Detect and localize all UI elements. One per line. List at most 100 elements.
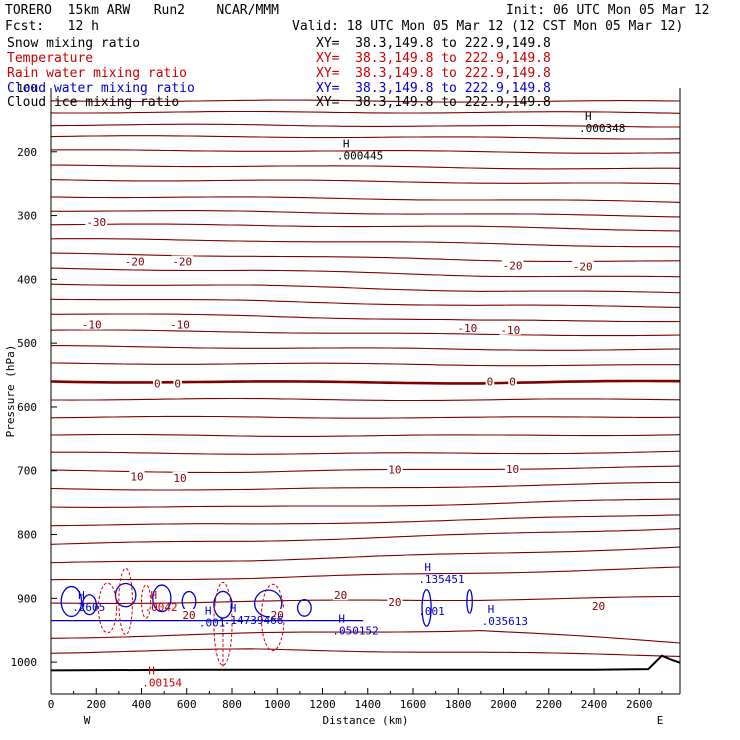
temperature-contour bbox=[50, 238, 681, 248]
temperature-contour bbox=[50, 210, 681, 218]
field-xy-temperature: XY= 38.3,149.8 to 222.9,149.8 bbox=[316, 51, 551, 66]
x-tick-label: 1400 bbox=[355, 698, 382, 711]
temperature-contour bbox=[50, 110, 681, 114]
temperature-contour bbox=[50, 630, 681, 644]
maximum-marker: H bbox=[230, 602, 237, 615]
maximum-value: .00154 bbox=[142, 676, 182, 689]
temperature-contour bbox=[50, 223, 681, 232]
x-tick-label: 1800 bbox=[445, 698, 472, 711]
contour-label-bg bbox=[123, 255, 146, 267]
init-time: Init: 06 UTC Mon 05 Mar 12 bbox=[506, 3, 710, 18]
contour-label-bg bbox=[80, 318, 103, 330]
temperature-contour bbox=[50, 433, 681, 437]
contour-label-bg bbox=[590, 599, 607, 611]
y-tick-label: 100 bbox=[17, 82, 37, 95]
temperature-label: 20 bbox=[388, 596, 401, 609]
temperature-contour bbox=[50, 415, 680, 419]
temperature-label: 0 bbox=[154, 377, 161, 390]
y-tick-label: 600 bbox=[17, 401, 37, 414]
maximum-value: .050152 bbox=[332, 625, 378, 638]
x-tick-label: 1200 bbox=[309, 698, 336, 711]
temperature-label: -20 bbox=[172, 256, 192, 269]
contour-label-bg bbox=[169, 318, 191, 330]
maximum-value: .000348 bbox=[579, 122, 625, 135]
contour-label-bg bbox=[387, 463, 403, 475]
temperature-label: -10 bbox=[500, 324, 520, 337]
rain-water-contour bbox=[213, 581, 233, 666]
y-axis-title: Pressure (hPa) bbox=[4, 345, 17, 438]
maximum-marker: H bbox=[488, 603, 495, 616]
cloud-water-contour bbox=[60, 585, 83, 618]
temperature-label: 10 bbox=[506, 463, 519, 476]
cloud-water-contour bbox=[421, 588, 432, 627]
maximum-value: .2605 bbox=[72, 601, 105, 614]
maximum-marker: H bbox=[338, 613, 345, 626]
contour-label-bg bbox=[153, 377, 162, 389]
contour-label-bg bbox=[485, 375, 495, 387]
cloud-water-contour bbox=[114, 582, 137, 608]
cloud-water-contour bbox=[213, 590, 233, 619]
contour-label-bg bbox=[129, 470, 145, 482]
temperature-contour bbox=[51, 345, 681, 351]
temperature-label: 20 bbox=[271, 609, 284, 622]
temperature-label: -20 bbox=[573, 261, 593, 274]
x-tick-label: 800 bbox=[222, 698, 242, 711]
temperature-label: 10 bbox=[173, 472, 186, 485]
field-xy-snow: XY= 38.3,149.8 to 222.9,149.8 bbox=[316, 36, 551, 51]
temperature-label: -10 bbox=[457, 322, 477, 335]
temperature-contour bbox=[50, 283, 681, 294]
y-tick-label: 300 bbox=[17, 210, 37, 223]
east-endpoint-label: E bbox=[657, 714, 664, 727]
temperature-contour bbox=[51, 164, 681, 170]
x-tick-label: 1600 bbox=[400, 698, 427, 711]
cloud-water-contour bbox=[296, 598, 312, 617]
contour-label-bg bbox=[456, 321, 479, 333]
terrain-line bbox=[50, 654, 681, 672]
field-name-cloud-water: Cloud water mixing ratio bbox=[7, 81, 195, 96]
x-tick-label: 2200 bbox=[536, 698, 563, 711]
x-tick-label: 600 bbox=[177, 698, 197, 711]
valid-time: Valid: 18 UTC Mon 05 Mar 12 (12 CST Mon … bbox=[292, 19, 684, 34]
y-tick-label: 800 bbox=[17, 529, 37, 542]
field-name-temperature: Temperature bbox=[7, 51, 94, 66]
maximum-value: .14739466 bbox=[224, 614, 284, 627]
temperature-contour bbox=[50, 99, 681, 103]
contour-label-bg bbox=[501, 259, 524, 271]
temperature-contour bbox=[50, 123, 680, 128]
contour-label-bg bbox=[172, 471, 188, 483]
field-xy-cloud-ice: XY= 38.3,149.8 to 222.9,149.8 bbox=[316, 95, 551, 110]
x-tick-label: 2600 bbox=[626, 698, 653, 711]
rain-water-contour bbox=[141, 584, 152, 619]
maximum-marker: H bbox=[78, 589, 85, 602]
x-tick-label: 1000 bbox=[264, 698, 291, 711]
temperature-contour bbox=[50, 514, 681, 527]
cloud-water-contour bbox=[253, 589, 283, 618]
temperature-contour bbox=[50, 546, 681, 564]
temperature-contour bbox=[51, 397, 681, 402]
temperature-label: 0 bbox=[487, 375, 494, 388]
temperature-contour bbox=[50, 267, 681, 278]
temperature-contour bbox=[50, 298, 681, 308]
y-tick-label: 200 bbox=[17, 146, 37, 159]
model-title: TORERO 15km ARW Run2 NCAR/MMM bbox=[5, 3, 279, 18]
x-tick-label: 2400 bbox=[581, 698, 608, 711]
temperature-label: -20 bbox=[125, 256, 145, 269]
rain-water-contour bbox=[98, 582, 118, 634]
temperature-contour bbox=[50, 379, 681, 385]
maximum-marker: H bbox=[424, 561, 431, 574]
temperature-contour bbox=[50, 481, 681, 491]
cloud-water-contour bbox=[152, 584, 172, 613]
temperature-contour bbox=[51, 450, 681, 455]
y-tick-label: 700 bbox=[17, 465, 37, 478]
contour-label-bg bbox=[173, 377, 183, 389]
tick-labels: 0 200 400 600 800 1000 1200 1400 1600 1800 2000 220… bbox=[11, 82, 653, 711]
maximum-marker: H bbox=[585, 110, 592, 123]
forecast-hour: Fcst: 12 h bbox=[5, 19, 99, 34]
contour-label-bg bbox=[499, 323, 522, 335]
temperature-label: 20 bbox=[334, 589, 347, 602]
x-tick-label: 2000 bbox=[490, 698, 517, 711]
field-name-snow: Snow mixing ratio bbox=[7, 36, 141, 51]
temperature-label: -10 bbox=[82, 319, 102, 332]
maximum-value: .035613 bbox=[482, 615, 528, 628]
